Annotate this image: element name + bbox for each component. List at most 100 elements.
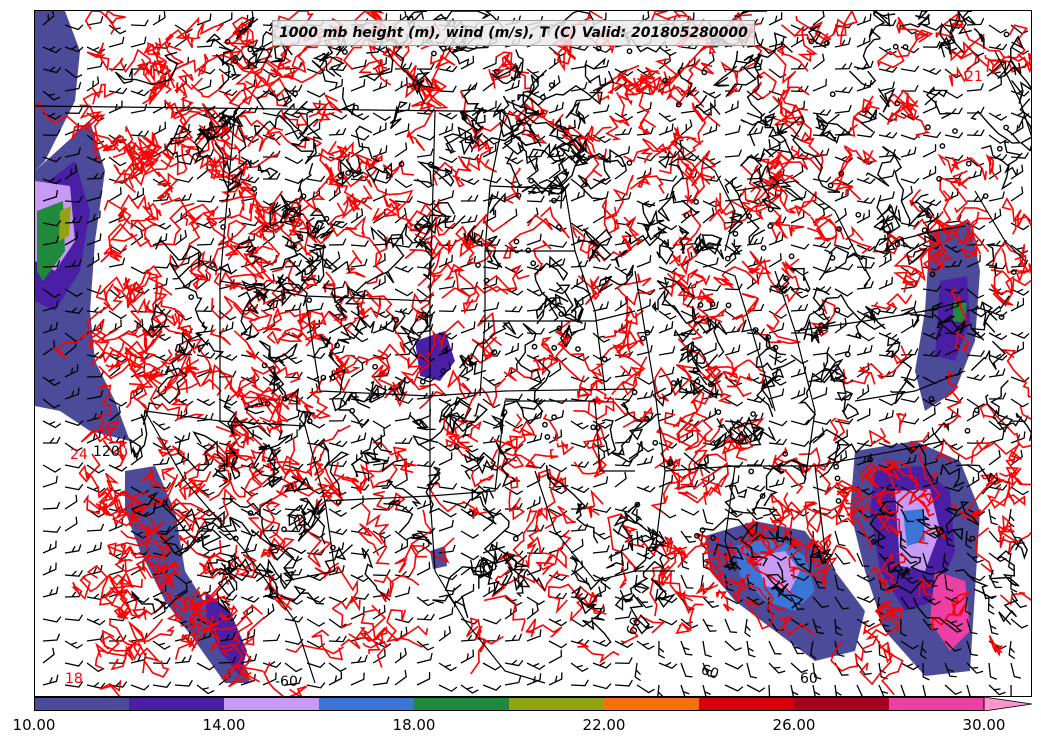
temperature-contour-line bbox=[95, 276, 133, 309]
temperature-contour-line bbox=[247, 513, 275, 540]
temperature-contour-line bbox=[129, 497, 146, 530]
temperature-contour-line bbox=[360, 613, 388, 668]
wind-barb bbox=[966, 54, 980, 70]
wind-barb bbox=[856, 574, 876, 583]
temperature-contour-line bbox=[308, 102, 331, 128]
height-contour-line bbox=[815, 113, 829, 132]
closed-contour-marker bbox=[453, 443, 460, 450]
height-contour-line bbox=[948, 11, 976, 35]
wind-barb bbox=[526, 629, 542, 642]
wind-barb bbox=[42, 540, 57, 554]
closed-contour-marker bbox=[306, 418, 313, 425]
temperature-contour-line bbox=[627, 540, 671, 580]
colorbar-bins bbox=[34, 697, 1032, 711]
temperature-contour-line bbox=[571, 225, 601, 260]
height-contour-line bbox=[308, 255, 351, 274]
temperature-contour-line bbox=[147, 132, 163, 159]
temperature-contour-line bbox=[792, 544, 857, 584]
wind-barb bbox=[86, 523, 105, 532]
closed-contour-marker bbox=[430, 50, 437, 57]
border-line bbox=[814, 465, 836, 572]
temperature-contour-line bbox=[156, 436, 185, 465]
height-contour-line bbox=[268, 365, 285, 395]
height-contour-line bbox=[803, 318, 820, 344]
height-contour-line bbox=[459, 110, 484, 153]
temperature-contour-line bbox=[682, 162, 698, 185]
wind-barb bbox=[614, 192, 632, 202]
wind-barb bbox=[64, 24, 84, 31]
temperature-contour-line bbox=[724, 355, 739, 380]
wind-barb bbox=[350, 654, 368, 664]
wind-barb bbox=[438, 626, 452, 642]
wind-barb bbox=[86, 351, 106, 359]
height-contour-line bbox=[724, 484, 766, 516]
height-contour-line bbox=[886, 568, 923, 594]
wind-barb bbox=[196, 79, 212, 92]
wind-barb bbox=[724, 244, 743, 254]
wind-barb bbox=[636, 684, 655, 694]
temperature-contour-line bbox=[807, 227, 835, 240]
temperature-contour-line bbox=[160, 353, 188, 393]
temperature-contour-line bbox=[233, 386, 284, 409]
wind-barb bbox=[1010, 186, 1024, 202]
temperature-contour-line bbox=[953, 330, 970, 354]
temperature-contour-line bbox=[128, 148, 162, 189]
height-contour-line bbox=[355, 125, 380, 163]
height-contour-line bbox=[343, 392, 371, 409]
wind-barb bbox=[724, 398, 744, 407]
wind-barb bbox=[592, 332, 611, 343]
closed-contour-marker bbox=[725, 302, 732, 309]
wind-barb bbox=[196, 684, 215, 695]
height-contour-line bbox=[501, 565, 526, 598]
wind-barb bbox=[988, 449, 1001, 466]
temperature-contour-line bbox=[677, 490, 709, 505]
border-line bbox=[35, 105, 505, 112]
closed-contour-marker bbox=[528, 177, 535, 184]
wind-barb bbox=[42, 177, 62, 185]
shade-southeast-blue bbox=[903, 509, 925, 546]
wind-barb bbox=[592, 59, 610, 70]
wind-barb bbox=[634, 662, 642, 682]
wind-barb bbox=[570, 662, 589, 673]
wind-barb bbox=[42, 475, 58, 488]
wind-barb bbox=[482, 56, 497, 70]
temperature-contour-line bbox=[991, 240, 1031, 274]
wind-barb bbox=[64, 494, 78, 510]
temperature-contour-line bbox=[125, 126, 173, 193]
wind-barb bbox=[856, 552, 870, 567]
temperature-contour-line bbox=[210, 613, 253, 682]
closed-contour-marker bbox=[337, 172, 344, 179]
temperature-contour-line bbox=[751, 71, 777, 100]
temperature-contour-line bbox=[573, 379, 615, 420]
height-contour-line bbox=[774, 580, 804, 609]
closed-contour-marker bbox=[289, 216, 296, 223]
temperature-contour-line bbox=[311, 629, 344, 661]
wind-barb bbox=[1010, 596, 1028, 609]
height-contour-line bbox=[214, 142, 245, 193]
state-boundaries bbox=[35, 50, 1031, 684]
closed-contour-marker bbox=[692, 367, 699, 373]
temperature-contour-line bbox=[208, 464, 247, 502]
wind-barb bbox=[900, 418, 920, 425]
wind-barb bbox=[724, 125, 741, 136]
wind-barb bbox=[812, 176, 832, 183]
wind-barb bbox=[240, 673, 256, 686]
temperature-contour-line bbox=[347, 185, 373, 213]
wind-barb bbox=[966, 618, 978, 635]
wind-barb bbox=[438, 123, 454, 136]
wind-barb bbox=[482, 618, 502, 625]
temperature-contour-line bbox=[162, 355, 202, 393]
colorbar bbox=[34, 697, 1032, 711]
temperature-contour-line bbox=[756, 303, 801, 345]
closed-contour-marker bbox=[699, 527, 706, 533]
temperature-contour-line bbox=[829, 417, 850, 442]
wind-barb bbox=[570, 679, 589, 687]
wind-barb bbox=[570, 354, 590, 362]
closed-contour-marker bbox=[292, 90, 299, 97]
wind-barb bbox=[900, 177, 920, 184]
wind-barb bbox=[86, 618, 106, 626]
wind-barb bbox=[899, 618, 907, 637]
temperature-contour-line bbox=[573, 458, 608, 478]
closed-contour-marker bbox=[964, 427, 971, 434]
closed-contour-marker bbox=[281, 526, 287, 533]
